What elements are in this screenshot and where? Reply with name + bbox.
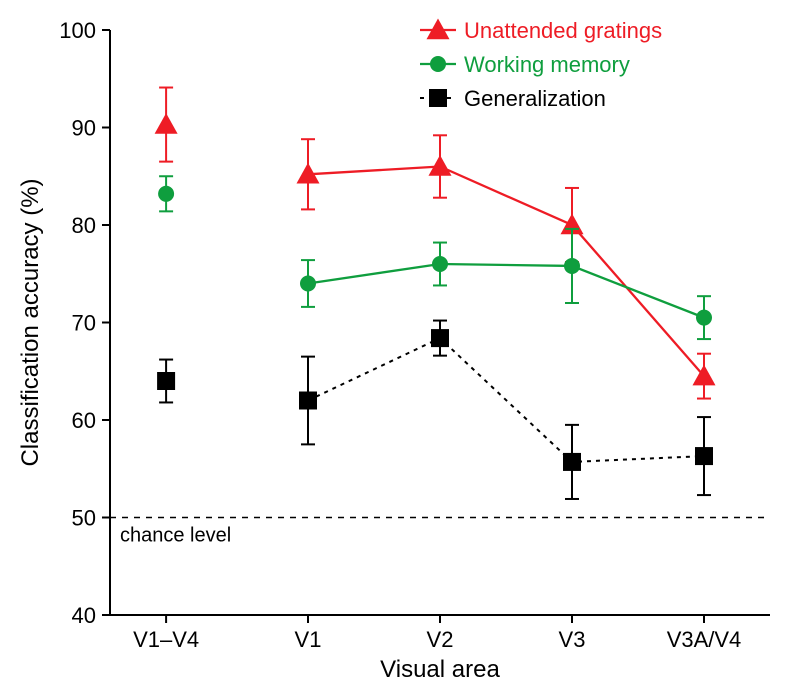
legend-item: Generalization (420, 86, 606, 111)
y-axis-label: Classification accuracy (%) (17, 178, 44, 466)
chance-level-label: chance level (120, 525, 231, 547)
classification-accuracy-chart: 40 50 60 70 80 90 100 V1–V4 V1 V2 V3 V3A/V4 chance … (0, 0, 800, 694)
x-axis-label: Visual area (380, 656, 500, 683)
y-tick-label: 70 (72, 311, 96, 336)
series-generalization (157, 321, 713, 499)
y-tick-label: 80 (72, 213, 96, 238)
svg-text:Working memory: Working memory (464, 52, 630, 77)
y-tick-label: 100 (59, 18, 96, 43)
x-tick-label: V3A/V4 (667, 627, 742, 652)
x-tick-label: V1 (295, 627, 322, 652)
legend-item: Working memory (420, 52, 630, 77)
x-tick-label: V1–V4 (133, 627, 199, 652)
y-tick-label: 40 (72, 603, 96, 628)
y-tick-label: 50 (72, 506, 96, 531)
x-tick-label: V2 (427, 627, 454, 652)
svg-text:Generalization: Generalization (464, 86, 606, 111)
x-tick-label: V3 (559, 627, 586, 652)
legend-item: Unattended gratings (420, 18, 662, 43)
y-tick-label: 90 (72, 116, 96, 141)
series-working-memory (158, 176, 712, 339)
svg-text:Unattended gratings: Unattended gratings (464, 18, 662, 43)
y-tick-label: 60 (72, 408, 96, 433)
